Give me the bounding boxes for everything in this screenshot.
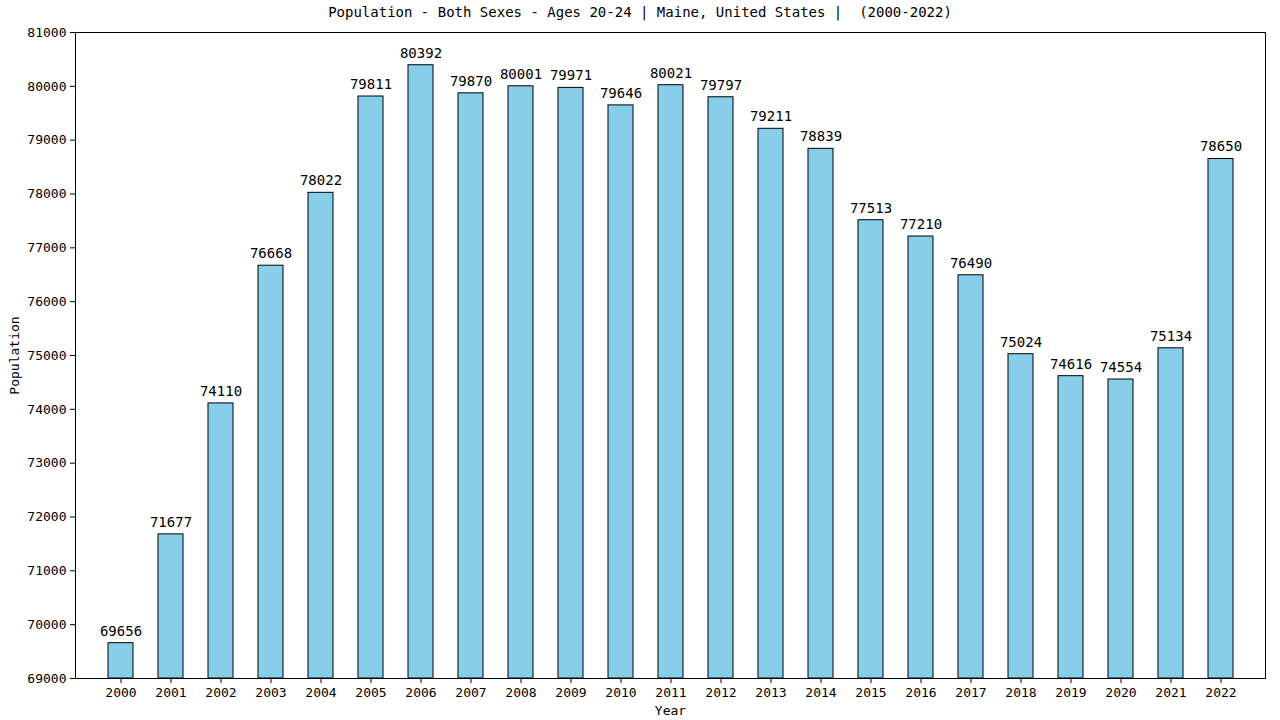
- svg-text:Population: Population: [7, 316, 22, 394]
- svg-text:74000: 74000: [27, 401, 66, 416]
- svg-text:2008: 2008: [505, 685, 536, 700]
- svg-text:2004: 2004: [305, 685, 336, 700]
- svg-text:70000: 70000: [27, 617, 66, 632]
- svg-text:78022: 78022: [300, 172, 342, 188]
- svg-text:2012: 2012: [705, 685, 736, 700]
- svg-text:2001: 2001: [155, 685, 186, 700]
- svg-text:69000: 69000: [27, 671, 66, 686]
- svg-text:2022: 2022: [1205, 685, 1236, 700]
- svg-text:69656: 69656: [100, 623, 142, 639]
- svg-text:79211: 79211: [750, 108, 792, 124]
- svg-text:80001: 80001: [500, 66, 542, 82]
- svg-text:78000: 78000: [27, 186, 66, 201]
- svg-text:76490: 76490: [950, 255, 992, 271]
- svg-text:Year: Year: [655, 703, 686, 718]
- svg-text:80392: 80392: [400, 45, 442, 61]
- svg-text:79000: 79000: [27, 132, 66, 147]
- svg-text:75024: 75024: [1000, 334, 1042, 350]
- svg-text:2010: 2010: [605, 685, 636, 700]
- svg-text:2009: 2009: [555, 685, 586, 700]
- svg-text:2014: 2014: [805, 685, 836, 700]
- svg-text:80021: 80021: [650, 65, 692, 81]
- svg-text:2007: 2007: [455, 685, 486, 700]
- svg-text:79870: 79870: [450, 73, 492, 89]
- svg-text:77000: 77000: [27, 240, 66, 255]
- svg-text:2006: 2006: [405, 685, 436, 700]
- svg-text:2018: 2018: [1005, 685, 1036, 700]
- svg-text:75000: 75000: [27, 348, 66, 363]
- svg-text:77513: 77513: [850, 200, 892, 216]
- svg-text:76668: 76668: [250, 245, 292, 261]
- svg-text:2017: 2017: [955, 685, 986, 700]
- svg-text:2019: 2019: [1055, 685, 1086, 700]
- svg-text:2011: 2011: [655, 685, 686, 700]
- svg-text:2000: 2000: [105, 685, 136, 700]
- svg-text:2015: 2015: [855, 685, 886, 700]
- html-text:Population - Both Sexes - Ages: Population - Both Sexes - Ages 20-24 | M…: [328, 4, 952, 20]
- svg-text:80000: 80000: [27, 78, 66, 93]
- svg-text:78839: 78839: [800, 128, 842, 144]
- svg-text:2021: 2021: [1155, 685, 1186, 700]
- svg-text:81000: 81000: [27, 25, 66, 40]
- svg-text:74554: 74554: [1100, 359, 1142, 375]
- svg-text:78650: 78650: [1200, 138, 1242, 154]
- svg-text:72000: 72000: [27, 509, 66, 524]
- svg-text:2003: 2003: [255, 685, 286, 700]
- svg-text:2005: 2005: [355, 685, 386, 700]
- svg-text:79646: 79646: [600, 85, 642, 101]
- svg-text:2020: 2020: [1105, 685, 1136, 700]
- svg-text:2002: 2002: [205, 685, 236, 700]
- svg-text:71677: 71677: [150, 514, 192, 530]
- svg-text:2016: 2016: [905, 685, 936, 700]
- svg-text:79797: 79797: [700, 77, 742, 93]
- svg-text:71000: 71000: [27, 563, 66, 578]
- svg-text:73000: 73000: [27, 455, 66, 470]
- svg-text:77210: 77210: [900, 216, 942, 232]
- svg-text:79971: 79971: [550, 67, 592, 83]
- svg-text:74616: 74616: [1050, 356, 1092, 372]
- svg-text:2013: 2013: [755, 685, 786, 700]
- svg-text:74110: 74110: [200, 383, 242, 399]
- svg-text:75134: 75134: [1150, 328, 1192, 344]
- svg-text:79811: 79811: [350, 76, 392, 92]
- svg-text:76000: 76000: [27, 294, 66, 309]
